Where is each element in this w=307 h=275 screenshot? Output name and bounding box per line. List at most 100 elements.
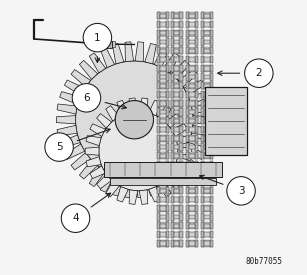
Bar (187, 187, 197, 194)
Bar (210, 196, 213, 203)
Bar (180, 161, 183, 168)
Bar (166, 21, 169, 28)
Bar (195, 144, 198, 151)
Bar (160, 84, 166, 88)
Bar (180, 73, 183, 81)
Bar (195, 152, 198, 160)
Bar (201, 126, 204, 133)
Bar (160, 31, 166, 35)
Bar (201, 170, 204, 177)
Bar (195, 196, 198, 203)
Bar (202, 222, 212, 229)
Bar (210, 152, 213, 160)
Bar (174, 145, 180, 149)
Bar (171, 56, 174, 63)
Bar (210, 21, 213, 28)
Polygon shape (80, 160, 98, 179)
Bar (166, 205, 169, 212)
Bar (160, 13, 166, 18)
Bar (186, 240, 189, 247)
Bar (180, 39, 183, 46)
Bar (201, 135, 204, 142)
Polygon shape (171, 160, 189, 179)
Bar (157, 56, 160, 63)
Bar (96, 41, 99, 47)
Bar (158, 152, 168, 160)
Bar (189, 224, 195, 228)
Bar (166, 117, 169, 124)
Bar (202, 100, 212, 107)
Bar (160, 110, 166, 114)
Bar (201, 205, 204, 212)
Bar (201, 82, 204, 89)
Bar (171, 126, 174, 133)
Text: 3: 3 (238, 186, 244, 196)
Bar (171, 161, 174, 168)
Bar (210, 161, 213, 168)
Polygon shape (86, 157, 101, 167)
Bar (171, 170, 174, 177)
Bar (201, 100, 204, 107)
Bar (204, 84, 210, 88)
Bar (157, 170, 160, 177)
Bar (157, 126, 160, 133)
Bar (160, 206, 166, 211)
Bar (186, 205, 189, 212)
Bar (112, 41, 115, 47)
Bar (204, 145, 210, 149)
Polygon shape (135, 42, 144, 62)
Bar (201, 231, 204, 238)
Circle shape (227, 177, 255, 205)
Bar (157, 117, 160, 124)
Bar (189, 215, 195, 219)
Circle shape (99, 111, 178, 191)
Bar (157, 12, 160, 19)
Bar (201, 152, 204, 160)
Bar (187, 222, 197, 229)
Bar (166, 126, 169, 133)
Polygon shape (64, 80, 85, 95)
Bar (189, 75, 195, 79)
Circle shape (76, 61, 193, 178)
Bar (189, 13, 195, 18)
Polygon shape (165, 114, 180, 128)
Bar (201, 56, 204, 63)
Polygon shape (64, 144, 85, 159)
Bar (160, 22, 166, 27)
Bar (201, 117, 204, 124)
Bar (171, 12, 174, 19)
Bar (187, 100, 197, 107)
Bar (204, 92, 210, 97)
Bar (171, 213, 174, 221)
Polygon shape (139, 190, 148, 204)
Bar (160, 57, 166, 62)
Bar (157, 108, 160, 116)
Bar (174, 189, 180, 193)
Bar (186, 30, 189, 37)
Bar (180, 56, 183, 63)
Bar (166, 82, 169, 89)
Bar (202, 82, 212, 89)
Bar (210, 178, 213, 186)
Bar (174, 127, 180, 132)
Bar (174, 180, 180, 184)
Bar (195, 39, 198, 46)
Circle shape (83, 23, 112, 52)
Bar (201, 213, 204, 221)
Polygon shape (178, 153, 198, 170)
Bar (157, 135, 160, 142)
Bar (158, 222, 168, 229)
Bar (174, 241, 180, 246)
Bar (210, 65, 213, 72)
Polygon shape (176, 157, 191, 167)
Bar (166, 222, 169, 229)
Circle shape (45, 133, 73, 161)
Bar (202, 47, 212, 54)
Bar (157, 73, 160, 81)
Bar (202, 170, 212, 177)
Bar (201, 73, 204, 81)
Bar (160, 101, 166, 106)
Bar (204, 189, 210, 193)
Bar (174, 66, 180, 70)
Bar (166, 39, 169, 46)
